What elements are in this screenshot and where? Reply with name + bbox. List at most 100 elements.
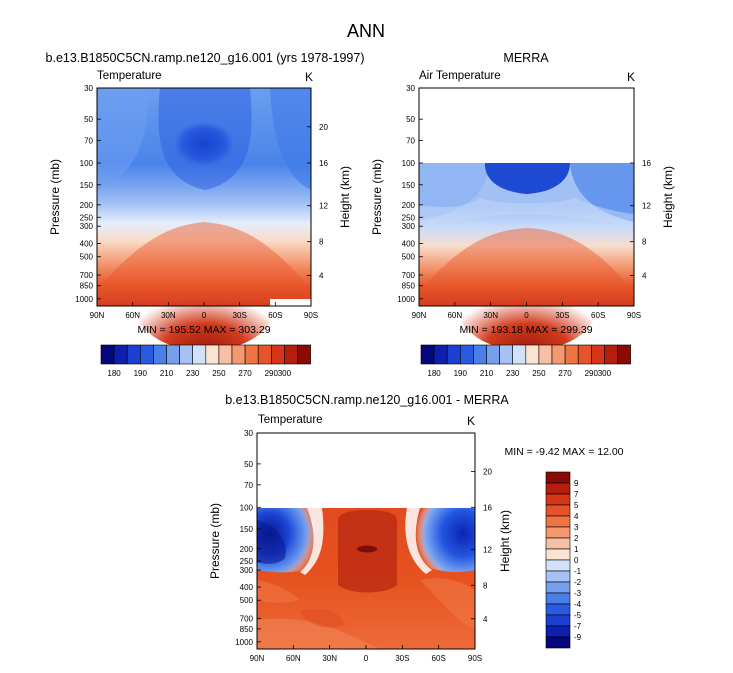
panel-difference: b.e13.B1850C5CN.ramp.ne120_g16.001 - MER…	[208, 393, 624, 663]
x-tick-label: 30N	[483, 311, 498, 320]
y-tick-label: 1000	[397, 295, 415, 304]
colorbar-swatch	[545, 603, 571, 616]
y2-tick-label: 4	[319, 271, 324, 280]
x-axis: 90N 60N 30N 0 30S 60S 90S	[90, 302, 318, 320]
colorbar-label: 4	[574, 512, 579, 521]
colorbar-label: 5	[574, 501, 579, 510]
colorbar-swatch	[551, 344, 566, 365]
x-tick-label: 30S	[555, 311, 569, 320]
y2-tick-label: 4	[642, 271, 647, 280]
y2-tick-label: 16	[319, 159, 328, 168]
y-tick-label: 250	[240, 557, 254, 566]
colorbar-label: 0	[574, 556, 579, 565]
colorbar-swatch	[564, 344, 579, 365]
colorbar-swatch	[538, 344, 553, 365]
y-tick-label: 200	[240, 545, 254, 554]
y-tick-label: 500	[80, 253, 94, 262]
colorbar-label: 270	[558, 369, 572, 378]
y-tick-label: 400	[402, 239, 416, 248]
colorbar-swatch	[545, 504, 571, 517]
panel-left-label: Air Temperature	[419, 70, 501, 82]
x-tick-label: 60S	[268, 311, 282, 320]
contour-field	[97, 88, 311, 351]
panel-title: MERRA	[503, 51, 549, 65]
colorbar-label: 270	[238, 369, 252, 378]
y-tick-label: 700	[240, 614, 254, 623]
y-tick-label: 850	[240, 625, 254, 634]
colorbar-swatch	[446, 344, 461, 365]
colorbar-swatch	[545, 482, 571, 495]
x-tick-label: 90N	[412, 311, 427, 320]
colorbar-swatch	[166, 344, 180, 365]
y-tick-label: 400	[80, 239, 94, 248]
colorbar-label: -5	[574, 611, 582, 620]
colorbar-label: 230	[506, 369, 520, 378]
colorbar-label: -4	[574, 600, 582, 609]
stats-text: MIN = 195.52 MAX = 303.29	[137, 324, 270, 336]
colorbar-label: 210	[160, 369, 174, 378]
colorbar-label: -9	[574, 633, 582, 642]
panel-title: b.e13.B1850C5CN.ramp.ne120_g16.001 (yrs …	[46, 51, 365, 65]
colorbar-swatch	[297, 344, 311, 365]
colorbar-label: -1	[574, 567, 582, 576]
colorbar-label: 210	[480, 369, 494, 378]
y-tick-label: 250	[80, 213, 94, 222]
y-axis-right: 16 12 8 4	[630, 159, 651, 280]
y-tick-label: 30	[406, 84, 415, 93]
colorbar-label: 290	[585, 369, 599, 378]
colorbar-swatch	[459, 344, 474, 365]
y2-tick-label: 12	[642, 202, 651, 211]
y-axis-label: Pressure (mb)	[208, 503, 222, 579]
x-tick-label: 60N	[286, 654, 301, 663]
y2-tick-label: 16	[642, 159, 651, 168]
y-tick-label: 300	[402, 222, 416, 231]
stats-text: MIN = 193.18 MAX = 299.39	[459, 324, 592, 336]
y-tick-label: 250	[402, 213, 416, 222]
colorbar-label: 190	[134, 369, 148, 378]
x-tick-label: 60N	[447, 311, 462, 320]
stats-text: MIN = -9.42 MAX = 12.00	[504, 446, 623, 458]
y-tick-label: 150	[240, 525, 254, 534]
colorbar-label: 250	[532, 369, 546, 378]
y-tick-label: 50	[406, 115, 415, 124]
figure-title: ANN	[347, 21, 385, 41]
colorbar-swatch	[590, 344, 605, 365]
y2-tick-label: 16	[483, 503, 492, 512]
x-tick-label: 90N	[90, 311, 105, 320]
colorbar-swatch	[545, 537, 571, 550]
x-tick-label: 60S	[591, 311, 605, 320]
x-tick-label: 90S	[627, 311, 641, 320]
y-tick-label: 500	[402, 253, 416, 262]
panel-left-label: Temperature	[258, 414, 323, 426]
colorbar-swatch	[433, 344, 448, 365]
panel-title: b.e13.B1850C5CN.ramp.ne120_g16.001 - MER…	[225, 393, 509, 407]
colorbar-swatch	[420, 344, 435, 365]
y-tick-label: 700	[80, 271, 94, 280]
y-tick-label: 100	[402, 159, 416, 168]
colorbar-swatch	[218, 344, 233, 365]
colorbar-model: 180 190 210 230 250 270 290 300	[100, 344, 311, 378]
y-tick-label: 300	[80, 222, 94, 231]
y2-tick-label: 12	[483, 546, 492, 555]
colorbar-label: 300	[598, 369, 612, 378]
y-tick-label: 70	[244, 481, 253, 490]
colorbar-swatch	[231, 344, 246, 365]
colorbar-label: -2	[574, 578, 582, 587]
colorbar-label: 180	[107, 369, 121, 378]
contour-field	[419, 163, 634, 351]
x-tick-label: 90N	[250, 654, 265, 663]
y2-axis-label: Height (km)	[498, 510, 512, 572]
colorbar-swatch	[179, 344, 194, 365]
y-tick-label: 850	[402, 282, 416, 291]
colorbar-swatch	[545, 526, 571, 539]
y-tick-label: 200	[80, 201, 94, 210]
y2-tick-label: 8	[642, 238, 647, 247]
colorbar-label: -3	[574, 589, 582, 598]
colorbar-swatch	[545, 515, 571, 528]
colorbar-swatch	[545, 636, 571, 649]
y-tick-label: 50	[84, 115, 93, 124]
panel-left-label: Temperature	[97, 70, 162, 82]
y2-tick-label: 20	[483, 467, 492, 476]
colorbar-label: 190	[454, 369, 468, 378]
